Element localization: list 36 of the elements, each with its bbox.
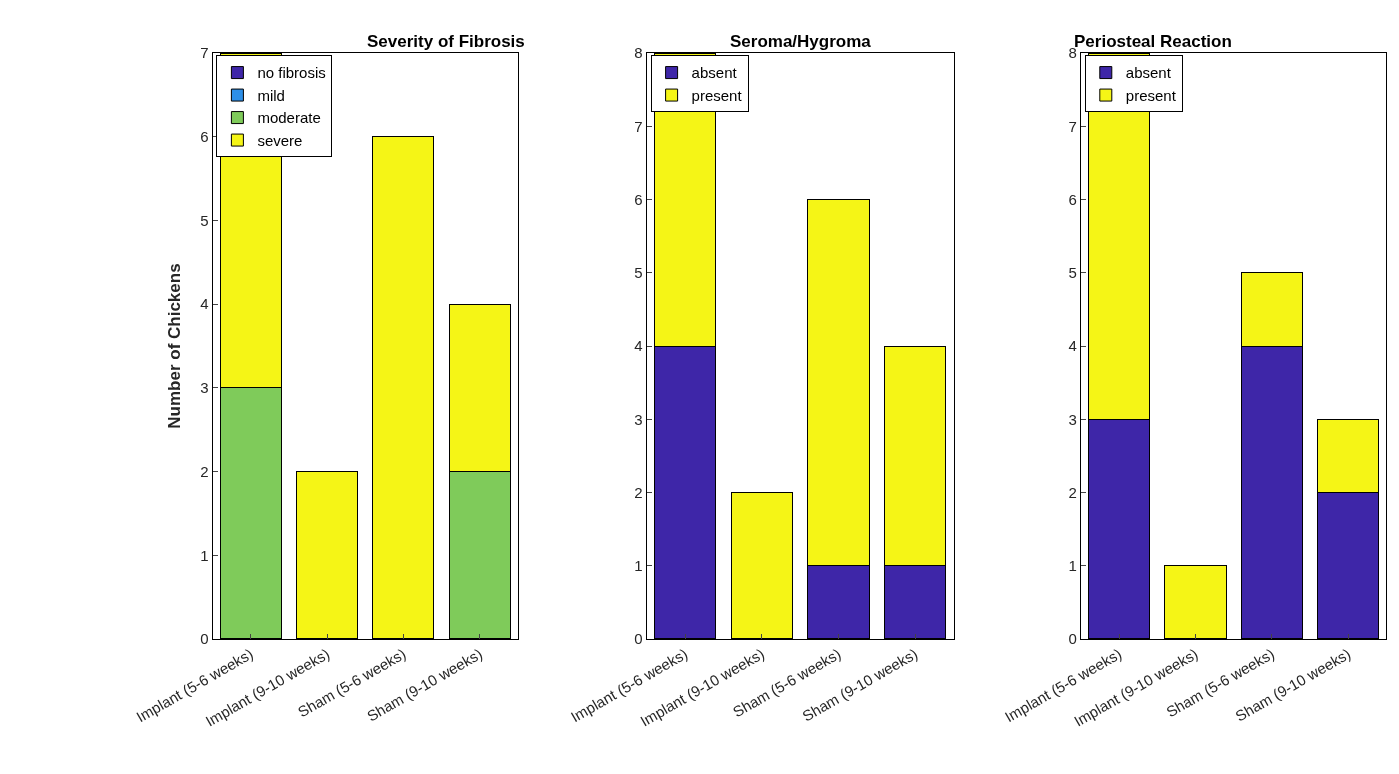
y-tick-label: 7: [200, 44, 209, 62]
y-tick-label: 0: [1068, 630, 1077, 648]
y-tick-label: 5: [200, 211, 209, 229]
y-axis-title: Number of Chickens: [164, 263, 184, 429]
legend-label: absent: [1125, 64, 1172, 82]
chart-title: Seroma/Hygroma: [730, 32, 872, 51]
legend-label: absent: [691, 64, 738, 82]
legend-label: mild: [257, 86, 285, 104]
y-tick-label: 2: [634, 483, 643, 501]
legend-label: present: [1125, 86, 1177, 104]
y-tick-label: 4: [634, 337, 643, 355]
y-tick-label: 7: [634, 117, 643, 135]
y-tick-label: 4: [200, 295, 209, 313]
y-tick-label: 7: [1068, 117, 1077, 135]
y-tick-label: 2: [1068, 483, 1077, 501]
y-tick-label: 2: [200, 462, 209, 480]
y-tick-label: 6: [634, 190, 643, 208]
y-tick-label: 3: [200, 379, 209, 397]
y-tick-label: 1: [200, 546, 209, 564]
y-tick-label: 5: [1068, 264, 1077, 282]
chart-title: Severity of Fibrosis: [367, 32, 525, 51]
legend-label: severe: [257, 131, 303, 149]
y-tick-label: 6: [1068, 190, 1077, 208]
y-tick-label: 4: [1068, 337, 1077, 355]
y-tick-label: 6: [200, 128, 209, 146]
y-tick-label: 3: [1068, 410, 1077, 428]
y-tick-label: 3: [634, 410, 643, 428]
y-tick-label: 1: [1068, 556, 1077, 574]
legend-label: moderate: [257, 109, 321, 127]
legend-label: present: [691, 86, 743, 104]
legend-label: no fibrosis: [257, 64, 326, 82]
y-tick-label: 5: [634, 264, 643, 282]
y-tick-label: 0: [200, 630, 209, 648]
y-tick-label: 1: [634, 556, 643, 574]
y-tick-label: 8: [634, 44, 643, 62]
y-tick-label: 0: [634, 630, 643, 648]
